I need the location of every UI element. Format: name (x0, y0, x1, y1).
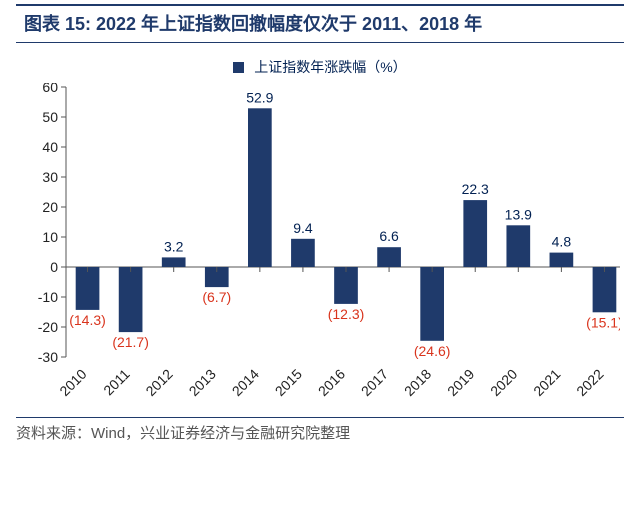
bar (506, 226, 530, 268)
bar (420, 267, 444, 341)
x-tick-label: 2015 (272, 366, 305, 399)
figure-container: 图表 15: 2022 年上证指数回撤幅度仅次于 2011、2018 年 上证指… (0, 4, 640, 506)
svg-text:-10: -10 (38, 289, 58, 305)
svg-text:40: 40 (42, 139, 58, 155)
bar (550, 253, 574, 267)
source-line: 资料来源：Wind，兴业证券经济与金融研究院整理 (16, 417, 624, 443)
value-label: 4.8 (552, 234, 572, 250)
svg-text:0: 0 (50, 259, 58, 275)
value-label: (21.7) (112, 334, 149, 350)
x-tick-label: 2010 (56, 366, 89, 399)
x-tick-label: 2021 (530, 366, 563, 399)
x-tick-label: 2011 (100, 366, 133, 399)
legend-swatch (233, 62, 244, 73)
bar (162, 258, 186, 268)
title-block: 图表 15: 2022 年上证指数回撤幅度仅次于 2011、2018 年 (16, 4, 624, 43)
value-label: (24.6) (414, 343, 451, 359)
bar (76, 267, 100, 310)
bar (291, 239, 315, 267)
x-tick-label: 2012 (142, 366, 175, 399)
x-tick-label: 2016 (315, 366, 348, 399)
svg-text:-20: -20 (38, 319, 58, 335)
bar (119, 267, 143, 332)
value-label: (15.1) (586, 315, 620, 331)
value-label: 6.6 (379, 228, 399, 244)
x-tick-label: 2022 (573, 366, 606, 399)
x-tick-label: 2020 (487, 366, 520, 399)
svg-text:20: 20 (42, 199, 58, 215)
x-tick-label: 2013 (186, 366, 219, 399)
bar-chart-svg: -30 -20 -10 0 10 20 30 40 50 60 2010 (14.3) 2011 (21.… (20, 83, 620, 413)
bar (334, 267, 358, 304)
x-tick-label: 2018 (401, 366, 434, 399)
svg-text:50: 50 (42, 109, 58, 125)
value-label: 3.2 (164, 239, 184, 255)
value-label: (6.7) (202, 289, 231, 305)
chart-area: -30 -20 -10 0 10 20 30 40 50 60 2010 (14.3) 2011 (21.… (20, 83, 620, 413)
bar (463, 200, 487, 267)
legend: 上证指数年涨跌幅（%） (0, 57, 640, 77)
x-tick-label: 2019 (444, 366, 477, 399)
value-label: 13.9 (505, 207, 532, 223)
svg-text:10: 10 (42, 229, 58, 245)
chart-title: 图表 15: 2022 年上证指数回撤幅度仅次于 2011、2018 年 (24, 12, 616, 36)
bar (248, 109, 272, 268)
x-tick-label: 2014 (229, 366, 262, 399)
value-label: (12.3) (328, 306, 365, 322)
svg-text:-30: -30 (38, 349, 58, 365)
svg-text:30: 30 (42, 169, 58, 185)
bar (377, 247, 401, 267)
value-label: 52.9 (246, 90, 273, 106)
value-label: (14.3) (69, 312, 106, 328)
bar (593, 267, 617, 312)
value-label: 22.3 (462, 181, 489, 197)
value-label: 9.4 (293, 220, 313, 236)
svg-text:60: 60 (42, 83, 58, 95)
legend-label: 上证指数年涨跌幅（%） (254, 59, 406, 75)
x-tick-label: 2017 (358, 366, 391, 399)
